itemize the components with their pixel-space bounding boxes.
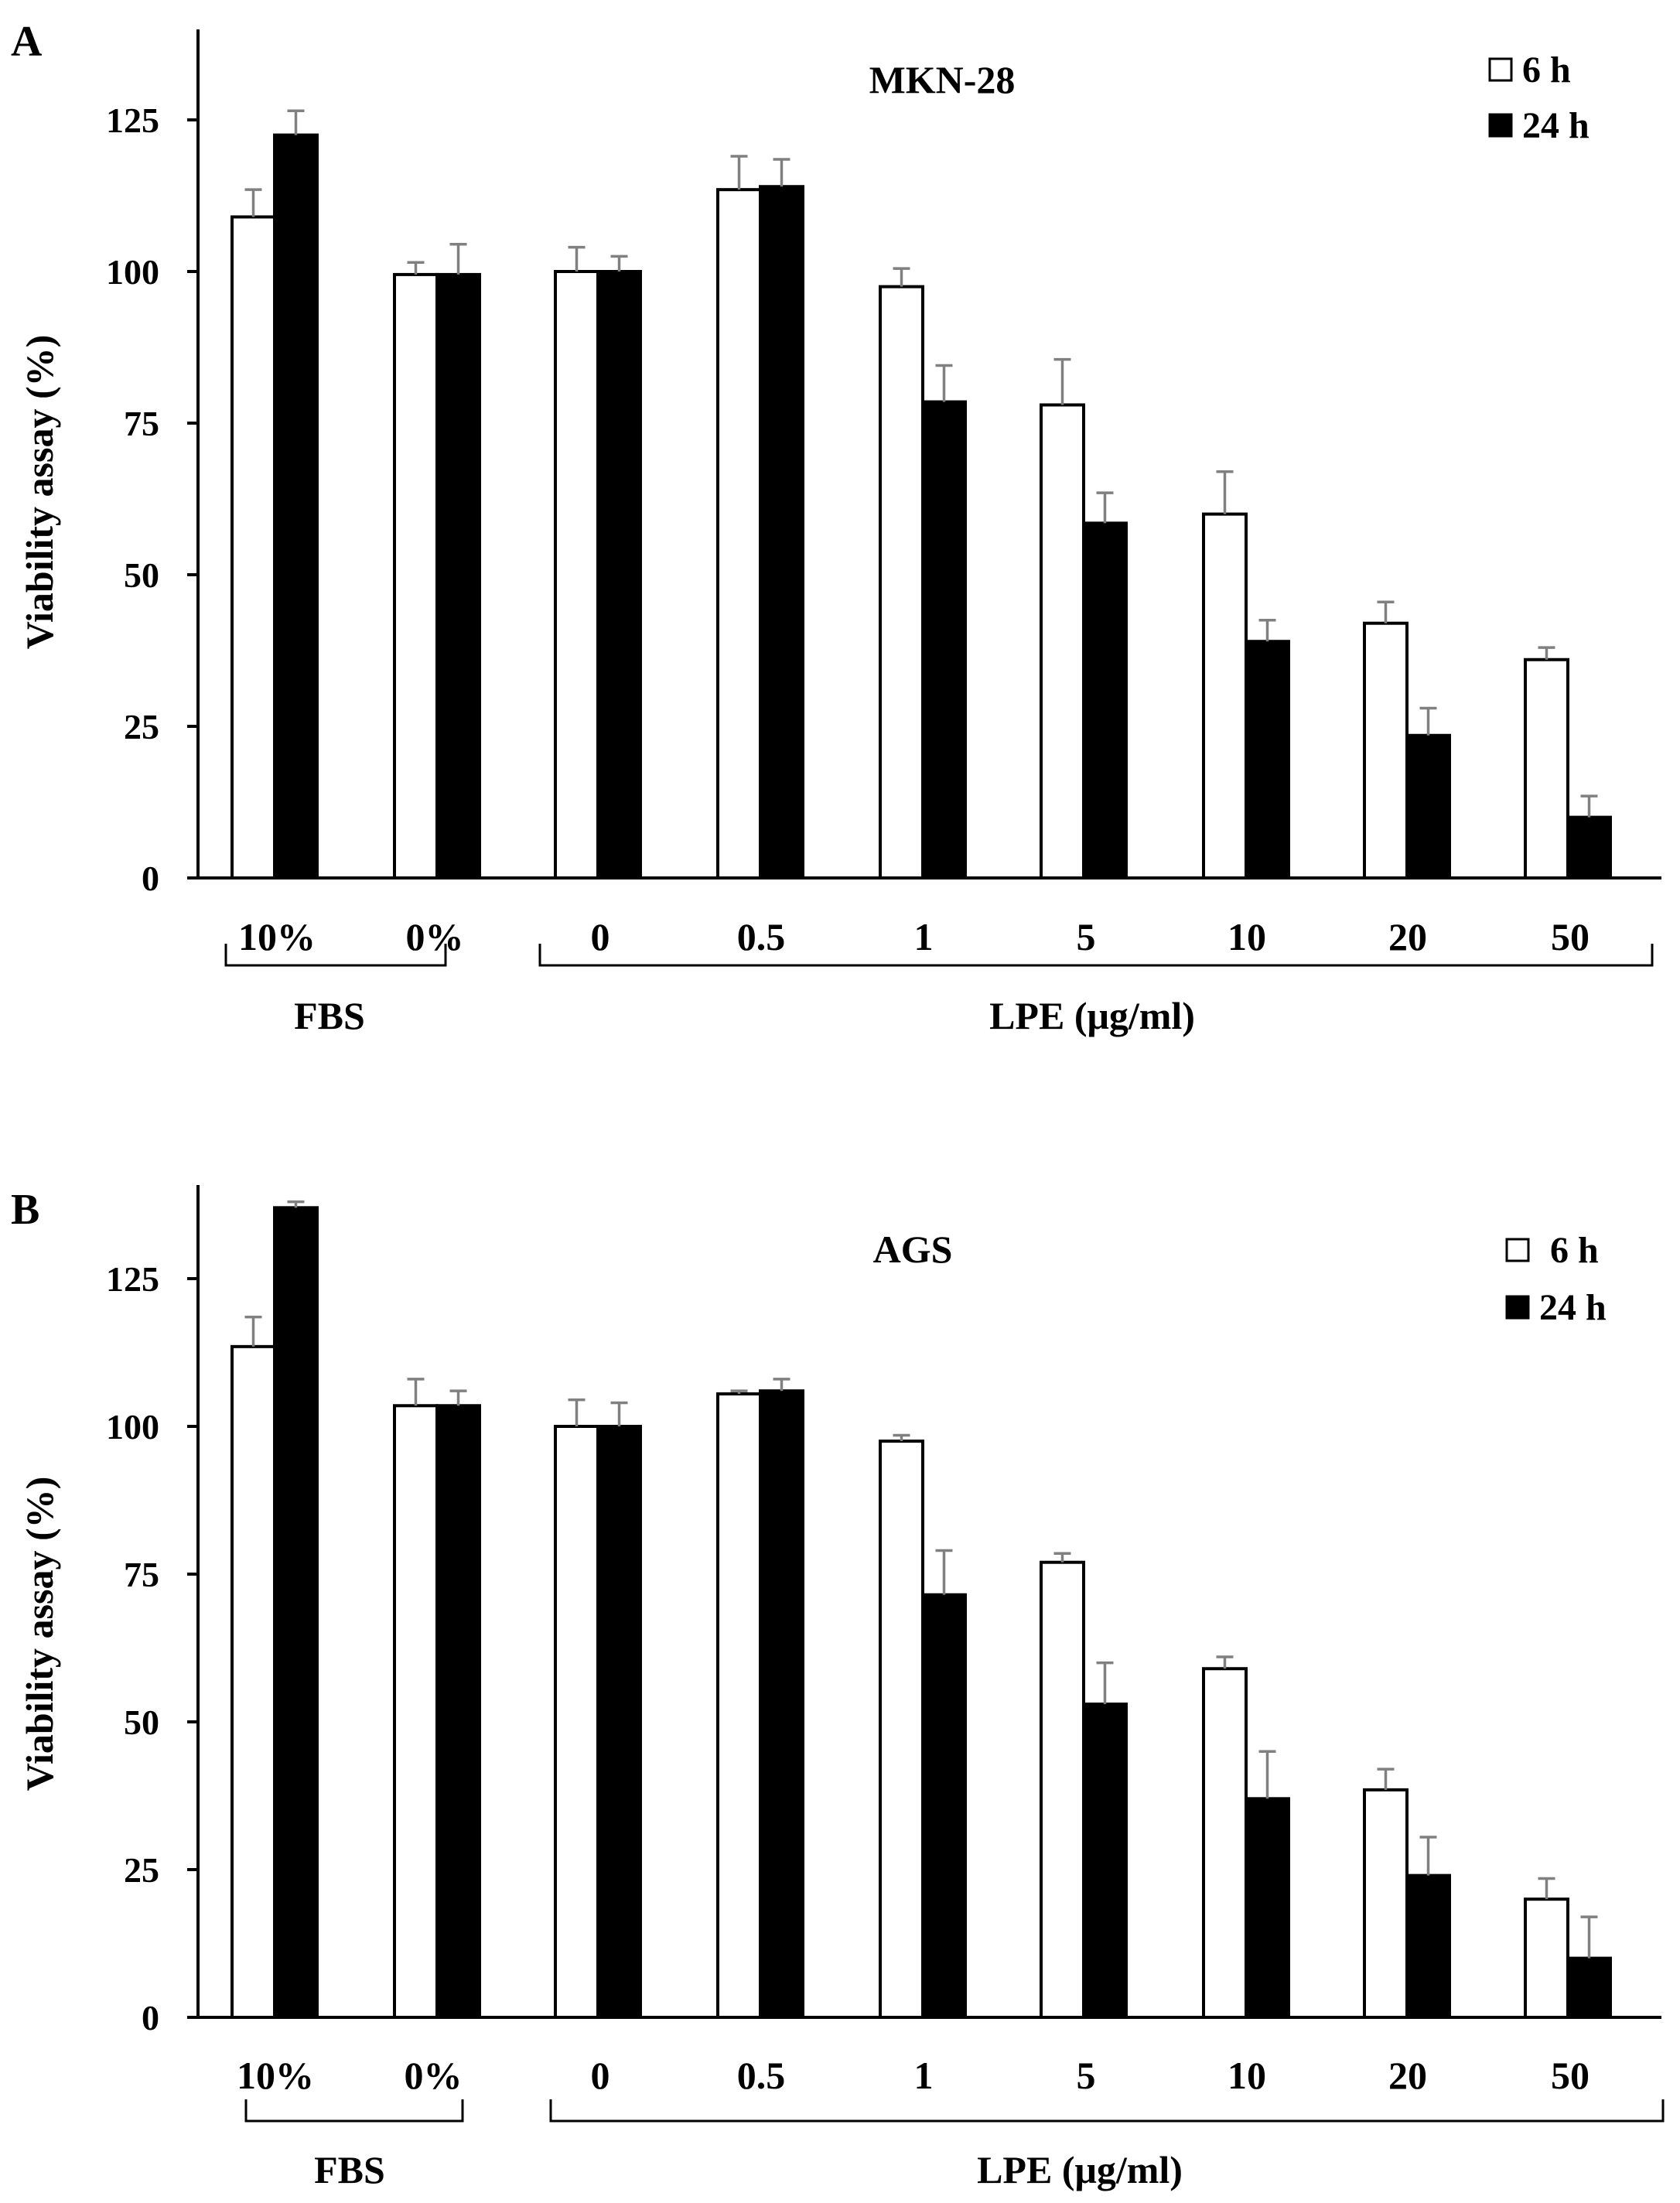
legend-24h-label: 24 h (1539, 1287, 1607, 1328)
panel-b-group-bracket (549, 2099, 1665, 2123)
panel-a-x-tick-label: 10 (1228, 915, 1266, 958)
panel-a-bar-6h (1363, 621, 1409, 879)
panel-b-x-tick-label: 10 (1228, 2054, 1266, 2097)
panel-a-bar-24h (1405, 733, 1451, 880)
panel-b-group-bracket (244, 2099, 464, 2123)
panel-a-y-axis-label: Viability assay (%) (18, 335, 61, 650)
panel-a-legend: 6 h 24 h (1488, 50, 1590, 146)
panel-a-label: A (11, 18, 43, 66)
panel-b-y-axis-label: Viability assay (%) (18, 1477, 61, 1791)
panel-b-bar-24h (921, 1593, 967, 2019)
panel-b-group-label: FBS (314, 2148, 385, 2191)
panel-b-y-tick-label: 100 (106, 1407, 159, 1446)
panel-b-y-tick-label: 0 (142, 1998, 159, 2037)
panel-a-bar-24h (273, 133, 319, 880)
panel-a-y-tick-label: 25 (124, 707, 159, 746)
panel-b-bar-24h (1405, 1873, 1451, 2019)
panel-a-y-tick-label: 125 (106, 101, 159, 140)
panel-a-bar-24h (435, 272, 481, 880)
panel-b-bar-6h (1363, 1788, 1409, 2020)
panel-b-bar-24h (1245, 1797, 1290, 2020)
panel-a-y-tick-label: 0 (142, 859, 159, 898)
panel-b-bar-6h (554, 1425, 599, 2019)
panel-b-title: AGS (873, 1228, 953, 1271)
panel-b-bar-6h (1040, 1560, 1085, 2019)
panel-b-bar-6h (716, 1392, 762, 2019)
panel-b-bar-24h (435, 1404, 481, 2019)
legend-6h-swatch (1488, 57, 1513, 82)
panel-b-y-tick-label: 125 (106, 1259, 159, 1299)
panel-b: B AGS Viability assay (%) 0255075100125 … (11, 1185, 1665, 2191)
panel-a-y-tick-label: 75 (124, 404, 159, 443)
panel-b-bar-24h (1566, 1956, 1612, 2020)
panel-b-x-tick-label: 50 (1551, 2054, 1590, 2097)
panel-a-x-tick-label: 0.5 (737, 915, 786, 958)
panel-a-group-label: FBS (294, 994, 365, 1037)
legend-24h-label: 24 h (1522, 105, 1590, 146)
panel-a-x-tick-label: 10% (238, 915, 316, 958)
panel-b-bar-6h (879, 1440, 924, 2019)
panel-a-bar-24h (1245, 640, 1290, 879)
panel-b-y-tick-label: 25 (124, 1850, 159, 1890)
panel-b-x-tick-label: 1 (914, 2054, 934, 2097)
panel-b-x-tick-label: 0% (405, 2054, 463, 2097)
panel-b-y-tick-label: 50 (124, 1703, 159, 1742)
panel-b-bar-6h (1202, 1667, 1248, 2019)
panel-a: A MKN-28 Viability assay (%) 02550751001… (11, 18, 1661, 1037)
legend-6h-label: 6 h (1550, 1230, 1599, 1271)
panel-a-x-tick-label: 1 (914, 915, 934, 958)
panel-a-bar-24h (1566, 815, 1612, 879)
panel-a-bar-6h (1040, 403, 1085, 879)
panel-b-x-tick-label: 20 (1388, 2054, 1427, 2097)
panel-a-group-bracket (538, 944, 1654, 967)
panel-b-bar-24h (759, 1389, 804, 2020)
panel-a-x-tick-label: 20 (1388, 915, 1427, 958)
panel-a-bar-6h (879, 285, 924, 880)
panel-a-bar-6h (230, 215, 276, 879)
panel-a-y-tick-label: 100 (106, 252, 159, 292)
panel-a-title: MKN-28 (869, 58, 1016, 101)
panel-a-bar-6h (716, 188, 762, 880)
panel-b-group-label: LPE (μg/ml) (977, 2148, 1183, 2191)
panel-b-bar-24h (596, 1425, 642, 2019)
panel-b-x-tick-label: 0 (591, 2054, 610, 2097)
panel-a-bar-24h (759, 185, 804, 880)
panel-a-x-tick-label: 5 (1077, 915, 1096, 958)
panel-a-x-tick-label: 0% (406, 915, 464, 958)
panel-b-bar-6h (1524, 1897, 1569, 2019)
panel-b-legend: 6 h 24 h (1505, 1230, 1607, 1328)
panel-a-y-tick-label: 50 (124, 555, 159, 595)
panel-b-label: B (11, 1186, 39, 1234)
legend-24h-swatch (1488, 113, 1513, 138)
panel-b-bar-24h (273, 1206, 319, 2019)
panel-a-bar-6h (393, 272, 439, 880)
panel-b-x-tick-label: 10% (237, 2054, 314, 2097)
panel-a-x-tick-label: 50 (1551, 915, 1590, 958)
panel-a-bar-24h (596, 270, 642, 879)
panel-a-bar-6h (554, 270, 599, 879)
panel-a-group-label: LPE (μg/ml) (989, 994, 1195, 1037)
panel-b-y-tick-label: 75 (124, 1555, 159, 1594)
legend-6h-label: 6 h (1522, 50, 1571, 91)
panel-b-bar-6h (393, 1404, 439, 2019)
panel-a-bar-6h (1524, 657, 1569, 879)
panel-a-bar-6h (1202, 512, 1248, 879)
legend-6h-swatch (1505, 1238, 1530, 1262)
panel-b-x-tick-label: 5 (1077, 2054, 1096, 2097)
panel-a-bar-24h (1082, 521, 1128, 879)
panel-a-group-bracket (224, 944, 447, 967)
panel-a-bar-24h (921, 400, 967, 879)
panel-a-x-tick-label: 0 (591, 915, 610, 958)
panel-b-x-tick-label: 0.5 (737, 2054, 786, 2097)
panel-b-bar-6h (230, 1344, 276, 2019)
panel-b-bar-24h (1082, 1703, 1128, 2020)
legend-24h-swatch (1505, 1295, 1530, 1320)
